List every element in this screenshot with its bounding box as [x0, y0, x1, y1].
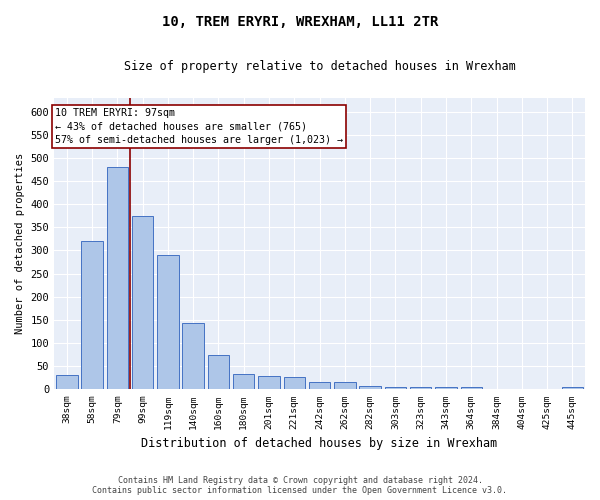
Bar	[208, 354, 229, 390]
Bar	[56, 376, 77, 390]
Bar	[410, 387, 431, 390]
Y-axis label: Number of detached properties: Number of detached properties	[15, 153, 25, 334]
Bar	[385, 386, 406, 390]
Bar	[107, 167, 128, 390]
Bar	[562, 387, 583, 390]
Bar	[132, 216, 154, 390]
Bar	[359, 386, 381, 390]
Bar	[334, 382, 356, 390]
X-axis label: Distribution of detached houses by size in Wrexham: Distribution of detached houses by size …	[142, 437, 498, 450]
Text: 10 TREM ERYRI: 97sqm
← 43% of detached houses are smaller (765)
57% of semi-deta: 10 TREM ERYRI: 97sqm ← 43% of detached h…	[55, 108, 343, 145]
Bar	[309, 382, 331, 390]
Bar	[233, 374, 254, 390]
Bar	[284, 377, 305, 390]
Bar	[435, 388, 457, 390]
Title: Size of property relative to detached houses in Wrexham: Size of property relative to detached ho…	[124, 60, 515, 73]
Bar	[258, 376, 280, 390]
Bar	[157, 255, 179, 390]
Bar	[82, 241, 103, 390]
Bar	[461, 388, 482, 390]
Text: Contains HM Land Registry data © Crown copyright and database right 2024.
Contai: Contains HM Land Registry data © Crown c…	[92, 476, 508, 495]
Text: 10, TREM ERYRI, WREXHAM, LL11 2TR: 10, TREM ERYRI, WREXHAM, LL11 2TR	[162, 15, 438, 29]
Bar	[182, 323, 204, 390]
